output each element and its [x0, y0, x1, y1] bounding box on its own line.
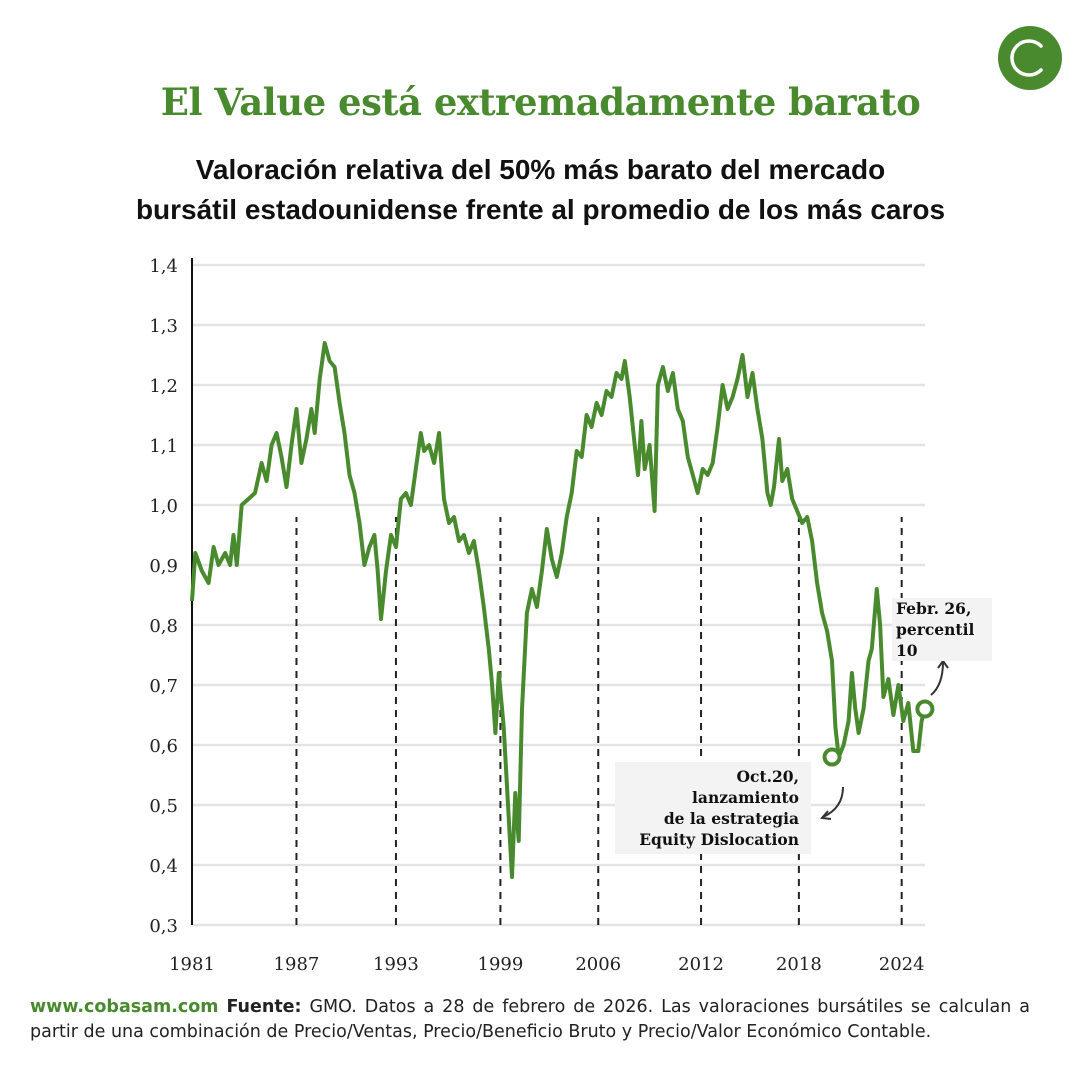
highlight-marker [822, 747, 842, 767]
y-tick-label: 0,6 [149, 736, 178, 757]
y-tick-label: 0,5 [149, 796, 178, 817]
annotation-feb26: Febr. 26, percentil 10 [892, 598, 992, 661]
y-tick-label: 1,2 [149, 376, 178, 397]
x-tick-label: 1981 [169, 954, 215, 975]
x-tick-label: 2018 [776, 954, 822, 975]
x-tick-label: 2024 [879, 954, 925, 975]
subtitle-line-2: bursátil estadounidense frente al promed… [135, 194, 946, 225]
annotation-oct20: Oct.20, lanzamiento de la estrategia Equ… [615, 762, 811, 854]
arrow-head-icon [937, 659, 949, 669]
highlight-marker [915, 699, 935, 719]
annotation-line: percentil [896, 620, 975, 639]
x-tick-label: 2012 [678, 954, 724, 975]
y-tick-label: 1,3 [149, 316, 178, 337]
subtitle-line-1: Valoración relativa del 50% más barato d… [195, 154, 886, 185]
source-label: Fuente: [226, 997, 302, 1017]
arrow-feb26 [930, 661, 944, 696]
website-link[interactable]: www.cobasam.com [30, 997, 219, 1017]
arrow-head-icon [820, 810, 832, 820]
y-tick-label: 0,7 [149, 676, 178, 697]
x-tick-label: 1999 [478, 954, 524, 975]
y-tick-label: 0,4 [149, 856, 178, 877]
annotation-line: Equity Dislocation [639, 830, 799, 849]
series-line [190, 341, 927, 879]
chart-subtitle: Valoración relativa del 50% más barato d… [0, 150, 1081, 230]
cobas-c-logo-icon [1010, 39, 1043, 77]
y-tick-label: 0,8 [149, 616, 178, 637]
footer-note: www.cobasam.com Fuente: GMO. Datos a 28 … [30, 995, 1030, 1045]
cobas-logo [998, 26, 1062, 90]
y-tick-label: 1,1 [149, 436, 178, 457]
x-tick-label: 2006 [575, 954, 621, 975]
annotation-line: lanzamiento [692, 788, 799, 807]
source-text: GMO. Datos a 28 de febrero de 2026. Las … [30, 997, 1030, 1042]
x-tick-label: 1993 [373, 954, 419, 975]
annotation-line: Oct.20, [736, 767, 799, 786]
y-tick-label: 0,3 [149, 916, 178, 937]
arrow-oct20 [822, 786, 844, 818]
y-tick-label: 1,0 [149, 496, 178, 517]
y-tick-label: 1,4 [149, 256, 178, 277]
annotation-line: Febr. 26, [896, 599, 972, 618]
y-tick-label: 0,9 [149, 556, 178, 577]
annotation-line: de la estrategia [663, 809, 799, 828]
x-tick-label: 1987 [274, 954, 320, 975]
annotation-line: 10 [896, 641, 918, 660]
page-title: El Value está extremadamente barato [160, 80, 921, 124]
